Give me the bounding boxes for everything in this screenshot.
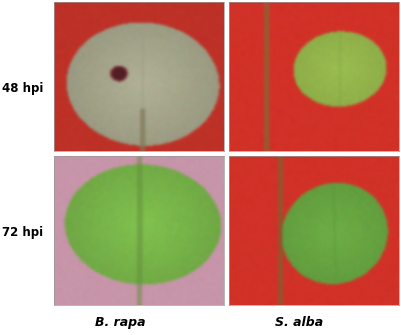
- Text: 72 hpi: 72 hpi: [2, 226, 43, 239]
- Text: B. rapa: B. rapa: [95, 316, 146, 329]
- Text: 48 hpi: 48 hpi: [2, 82, 43, 95]
- Text: S. alba: S. alba: [275, 316, 323, 329]
